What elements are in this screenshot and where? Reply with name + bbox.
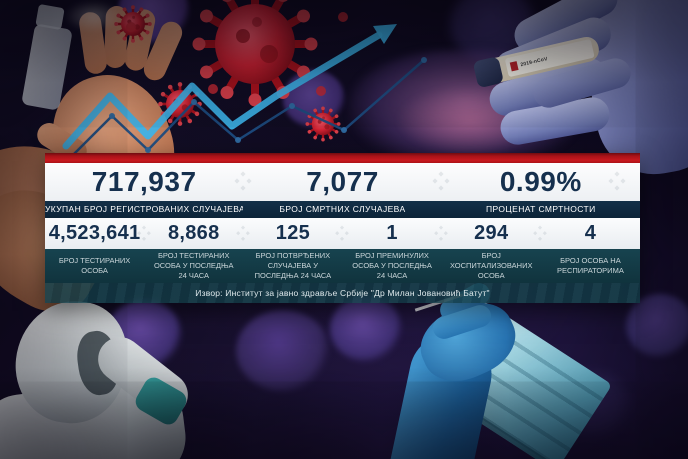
primary-stats-row: 717,937 7,077 0.99% [45,163,640,201]
stat-value-total-registered-cases: 717,937 [91,166,197,197]
stat-value-hospitalized: 294 [474,222,509,244]
stat-label-deaths-24h: БРОЈ ПРЕМИНУЛИХ ОСОБА У ПОСЛЕДЊА 24 ЧАСА [352,251,432,280]
stat-label-tested-total: БРОЈ ТЕСТИРАНИХ ОСОБА [58,256,131,275]
diamond-watermark-icon [236,225,250,241]
stat-label-tested-24h: БРОЈ ТЕСТИРАНИХ ОСОБА У ПОСЛЕДЊА 24 ЧАСА [153,251,234,280]
stat-value-total-deaths: 7,077 [306,166,379,197]
source-attribution: Извор: Институт за јавно здравље Србије … [45,283,640,303]
stat-label-mortality-rate: ПРОЦЕНАТ СМРТНОСТИ [486,204,596,214]
covid-stats-panel: 717,937 7,077 0.99% УКУПАН БРОЈ РЕГИСТРО… [45,153,640,303]
stat-value-mortality-rate: 0.99% [499,166,582,197]
arrow-head-icon [373,24,397,44]
diamond-watermark-icon [434,225,448,241]
secondary-labels-bar: БРОЈ ТЕСТИРАНИХ ОСОБА БРОЈ ТЕСТИРАНИХ ОС… [45,249,640,283]
primary-labels-bar: УКУПАН БРОЈ РЕГИСТРОВАНИХ СЛУЧАЈЕВА БРОЈ… [45,201,640,218]
secondary-stats-row: 4,523,641 8,868 125 1 294 4 [45,218,640,249]
diamond-watermark-icon [533,225,547,241]
stat-value-tested-24h: 8,868 [167,222,220,244]
stat-label-hospitalized: БРОЈ ХОСПИТАЛИЗОВАНИХ ОСОБА [450,251,533,280]
stat-label-total-registered-cases: УКУПАН БРОЈ РЕГИСТРОВАНИХ СЛУЧАЈЕВА [45,204,244,214]
purple-virus-cluster [626,294,688,358]
diamond-watermark-icon [335,225,349,241]
red-virus-dot [338,12,348,22]
red-virus-dot [208,84,218,94]
red-virus-dot [126,22,136,32]
purple-virus-cluster [330,296,402,362]
stat-value-on-ventilators: 4 [584,222,597,244]
diamond-watermark-icon [137,225,151,241]
diamond-watermark-icon [432,171,450,191]
stat-value-confirmed-24h: 125 [275,222,311,244]
source-text: Извор: Институт за јавно здравље Србије … [195,288,490,298]
red-virus-dot [316,86,326,96]
stat-value-deaths-24h: 1 [386,222,398,244]
purple-virus-cluster [236,310,330,392]
stat-label-confirmed-24h: БРОЈ ПОТВРЂЕНИХ СЛУЧАЈЕВА У ПОСЛЕДЊА 24 … [254,251,332,280]
stat-label-on-ventilators: БРОЈ ОСОБА НА РЕСПИРАТОРИМА [556,256,624,275]
stat-label-total-deaths: БРОЈ СМРТНИХ СЛУЧАЈЕВА [279,204,406,214]
sanitizer-hands-photo [0,0,240,328]
red-accent-bar [45,153,640,163]
spray-mist [64,0,122,32]
diamond-watermark-icon [234,171,252,191]
stat-value-tested-total: 4,523,641 [48,222,141,244]
diamond-watermark-icon [608,171,626,191]
